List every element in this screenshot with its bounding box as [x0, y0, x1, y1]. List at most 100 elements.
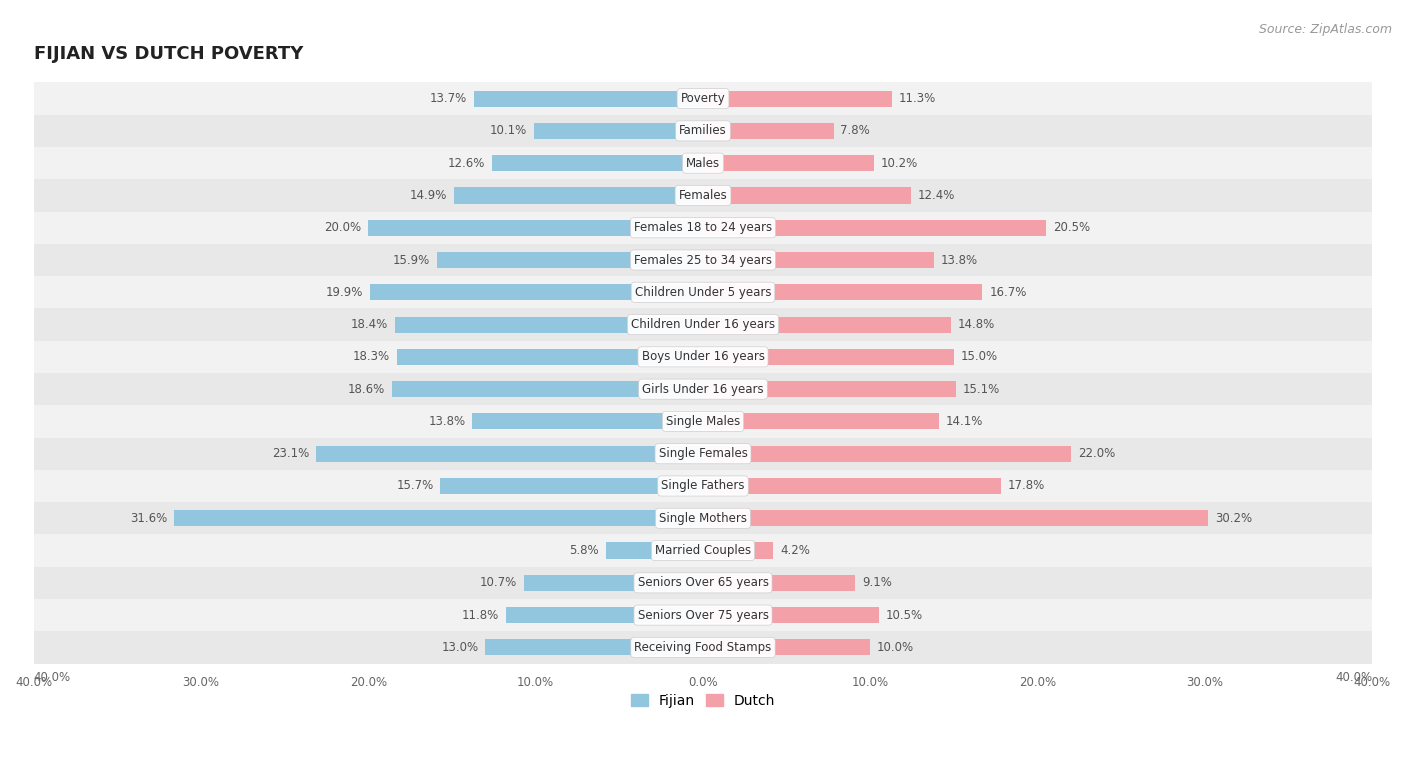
- Bar: [395, 317, 703, 333]
- Bar: [34, 534, 1372, 567]
- Bar: [703, 446, 1071, 462]
- Bar: [703, 187, 911, 203]
- Text: Boys Under 16 years: Boys Under 16 years: [641, 350, 765, 363]
- Text: 15.0%: 15.0%: [960, 350, 998, 363]
- Text: 5.8%: 5.8%: [569, 544, 599, 557]
- Text: 20.0%: 20.0%: [325, 221, 361, 234]
- Bar: [34, 83, 1372, 114]
- Text: 40.0%: 40.0%: [1336, 671, 1372, 684]
- Bar: [316, 446, 703, 462]
- Text: 11.3%: 11.3%: [898, 92, 936, 105]
- Text: 17.8%: 17.8%: [1008, 480, 1045, 493]
- Bar: [34, 502, 1372, 534]
- Bar: [703, 284, 983, 300]
- Text: 15.9%: 15.9%: [392, 253, 430, 267]
- Bar: [34, 406, 1372, 437]
- Text: 10.5%: 10.5%: [886, 609, 922, 622]
- Text: 18.4%: 18.4%: [352, 318, 388, 331]
- Bar: [34, 437, 1372, 470]
- Bar: [524, 575, 703, 591]
- Text: 40.0%: 40.0%: [34, 671, 70, 684]
- Text: Females 18 to 24 years: Females 18 to 24 years: [634, 221, 772, 234]
- Bar: [703, 543, 773, 559]
- Text: Single Mothers: Single Mothers: [659, 512, 747, 525]
- Text: 15.7%: 15.7%: [396, 480, 433, 493]
- Bar: [703, 220, 1046, 236]
- Bar: [534, 123, 703, 139]
- Text: Single Females: Single Females: [658, 447, 748, 460]
- Text: Males: Males: [686, 157, 720, 170]
- Bar: [34, 244, 1372, 276]
- Bar: [34, 276, 1372, 309]
- Bar: [703, 90, 893, 107]
- Bar: [606, 543, 703, 559]
- Bar: [506, 607, 703, 623]
- Text: 13.8%: 13.8%: [429, 415, 465, 428]
- Text: 13.8%: 13.8%: [941, 253, 977, 267]
- Bar: [34, 373, 1372, 406]
- Text: 9.1%: 9.1%: [862, 576, 891, 590]
- Bar: [392, 381, 703, 397]
- Bar: [174, 510, 703, 526]
- Bar: [396, 349, 703, 365]
- Text: Source: ZipAtlas.com: Source: ZipAtlas.com: [1258, 23, 1392, 36]
- Text: Receiving Food Stamps: Receiving Food Stamps: [634, 641, 772, 654]
- Bar: [34, 180, 1372, 211]
- Text: Single Fathers: Single Fathers: [661, 480, 745, 493]
- Text: Girls Under 16 years: Girls Under 16 years: [643, 383, 763, 396]
- Bar: [437, 252, 703, 268]
- Bar: [34, 567, 1372, 599]
- Text: 30.2%: 30.2%: [1215, 512, 1253, 525]
- Text: 13.7%: 13.7%: [430, 92, 467, 105]
- Text: 23.1%: 23.1%: [273, 447, 309, 460]
- Legend: Fijian, Dutch: Fijian, Dutch: [626, 688, 780, 713]
- Text: Females: Females: [679, 189, 727, 202]
- Bar: [703, 349, 955, 365]
- Bar: [703, 252, 934, 268]
- Text: 14.8%: 14.8%: [957, 318, 994, 331]
- Text: 19.9%: 19.9%: [326, 286, 363, 299]
- Bar: [440, 478, 703, 494]
- Text: Poverty: Poverty: [681, 92, 725, 105]
- Bar: [34, 340, 1372, 373]
- Bar: [703, 607, 879, 623]
- Bar: [703, 381, 956, 397]
- Text: 10.7%: 10.7%: [479, 576, 517, 590]
- Bar: [34, 599, 1372, 631]
- Bar: [703, 575, 855, 591]
- Text: 12.4%: 12.4%: [917, 189, 955, 202]
- Text: 11.8%: 11.8%: [461, 609, 499, 622]
- Bar: [703, 639, 870, 656]
- Bar: [34, 309, 1372, 340]
- Bar: [368, 220, 703, 236]
- Text: 12.6%: 12.6%: [449, 157, 485, 170]
- Text: 18.6%: 18.6%: [347, 383, 385, 396]
- Text: 14.9%: 14.9%: [409, 189, 447, 202]
- Bar: [34, 114, 1372, 147]
- Bar: [703, 317, 950, 333]
- Text: 13.0%: 13.0%: [441, 641, 478, 654]
- Text: 14.1%: 14.1%: [946, 415, 983, 428]
- Bar: [474, 90, 703, 107]
- Bar: [703, 155, 873, 171]
- Text: 10.2%: 10.2%: [880, 157, 918, 170]
- Bar: [34, 147, 1372, 180]
- Bar: [454, 187, 703, 203]
- Text: 31.6%: 31.6%: [131, 512, 167, 525]
- Text: Seniors Over 65 years: Seniors Over 65 years: [637, 576, 769, 590]
- Text: 7.8%: 7.8%: [841, 124, 870, 137]
- Text: 4.2%: 4.2%: [780, 544, 810, 557]
- Bar: [485, 639, 703, 656]
- Text: Married Couples: Married Couples: [655, 544, 751, 557]
- Bar: [34, 211, 1372, 244]
- Text: 16.7%: 16.7%: [990, 286, 1026, 299]
- Text: 22.0%: 22.0%: [1078, 447, 1115, 460]
- Text: Females 25 to 34 years: Females 25 to 34 years: [634, 253, 772, 267]
- Bar: [472, 413, 703, 430]
- Text: 15.1%: 15.1%: [963, 383, 1000, 396]
- Text: Families: Families: [679, 124, 727, 137]
- Bar: [34, 631, 1372, 663]
- Bar: [34, 470, 1372, 502]
- Text: Children Under 5 years: Children Under 5 years: [634, 286, 772, 299]
- Bar: [703, 123, 834, 139]
